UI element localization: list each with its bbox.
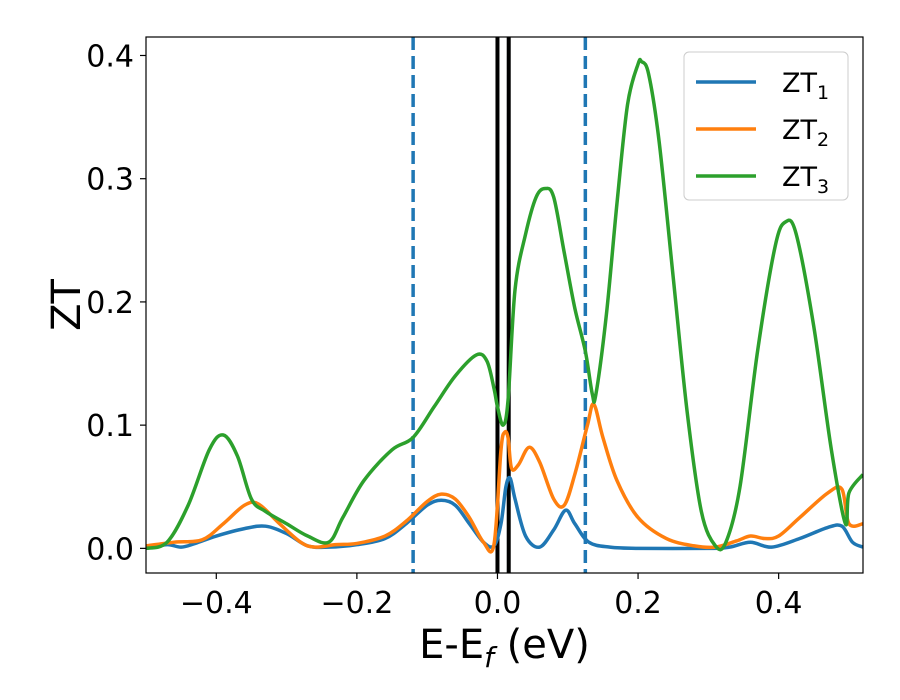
x-tick-label: 0.4 — [755, 586, 803, 621]
x-tick-label: −0.4 — [180, 586, 253, 621]
x-tick-label: 0.2 — [614, 586, 662, 621]
series-line-zt3 — [146, 57, 863, 552]
legend: ZT1 ZT2 ZT3 — [683, 51, 849, 201]
x-tick-label: −0.2 — [320, 586, 393, 621]
legend-label: ZT3 — [782, 162, 829, 198]
y-axis-label: ZT — [44, 279, 90, 331]
series-line-zt2 — [146, 402, 863, 554]
legend-box — [683, 51, 849, 201]
y-tick-label: 0.1 — [86, 409, 134, 444]
legend-label: ZT1 — [782, 68, 829, 104]
series-lines — [146, 57, 863, 554]
x-axis-ticks: −0.4 −0.2 0.0 0.2 0.4 — [180, 573, 803, 621]
legend-label: ZT2 — [782, 115, 829, 151]
x-axis-label-main: E-E — [419, 622, 484, 668]
y-axis-ticks: 0.0 0.1 0.2 0.3 0.4 — [86, 39, 146, 567]
y-tick-label: 0.3 — [86, 163, 134, 198]
y-tick-label: 0.2 — [86, 286, 134, 321]
y-tick-label: 0.4 — [86, 39, 134, 74]
x-axis-label-unit: (eV) — [494, 622, 590, 668]
plot-frame — [145, 36, 864, 574]
x-axis-label: E-Ef (eV) — [419, 622, 590, 674]
series-line-zt1 — [146, 475, 863, 551]
vertical-reference-lines — [411, 37, 588, 573]
y-tick-label: 0.0 — [86, 532, 134, 567]
x-tick-label: 0.0 — [474, 586, 522, 621]
